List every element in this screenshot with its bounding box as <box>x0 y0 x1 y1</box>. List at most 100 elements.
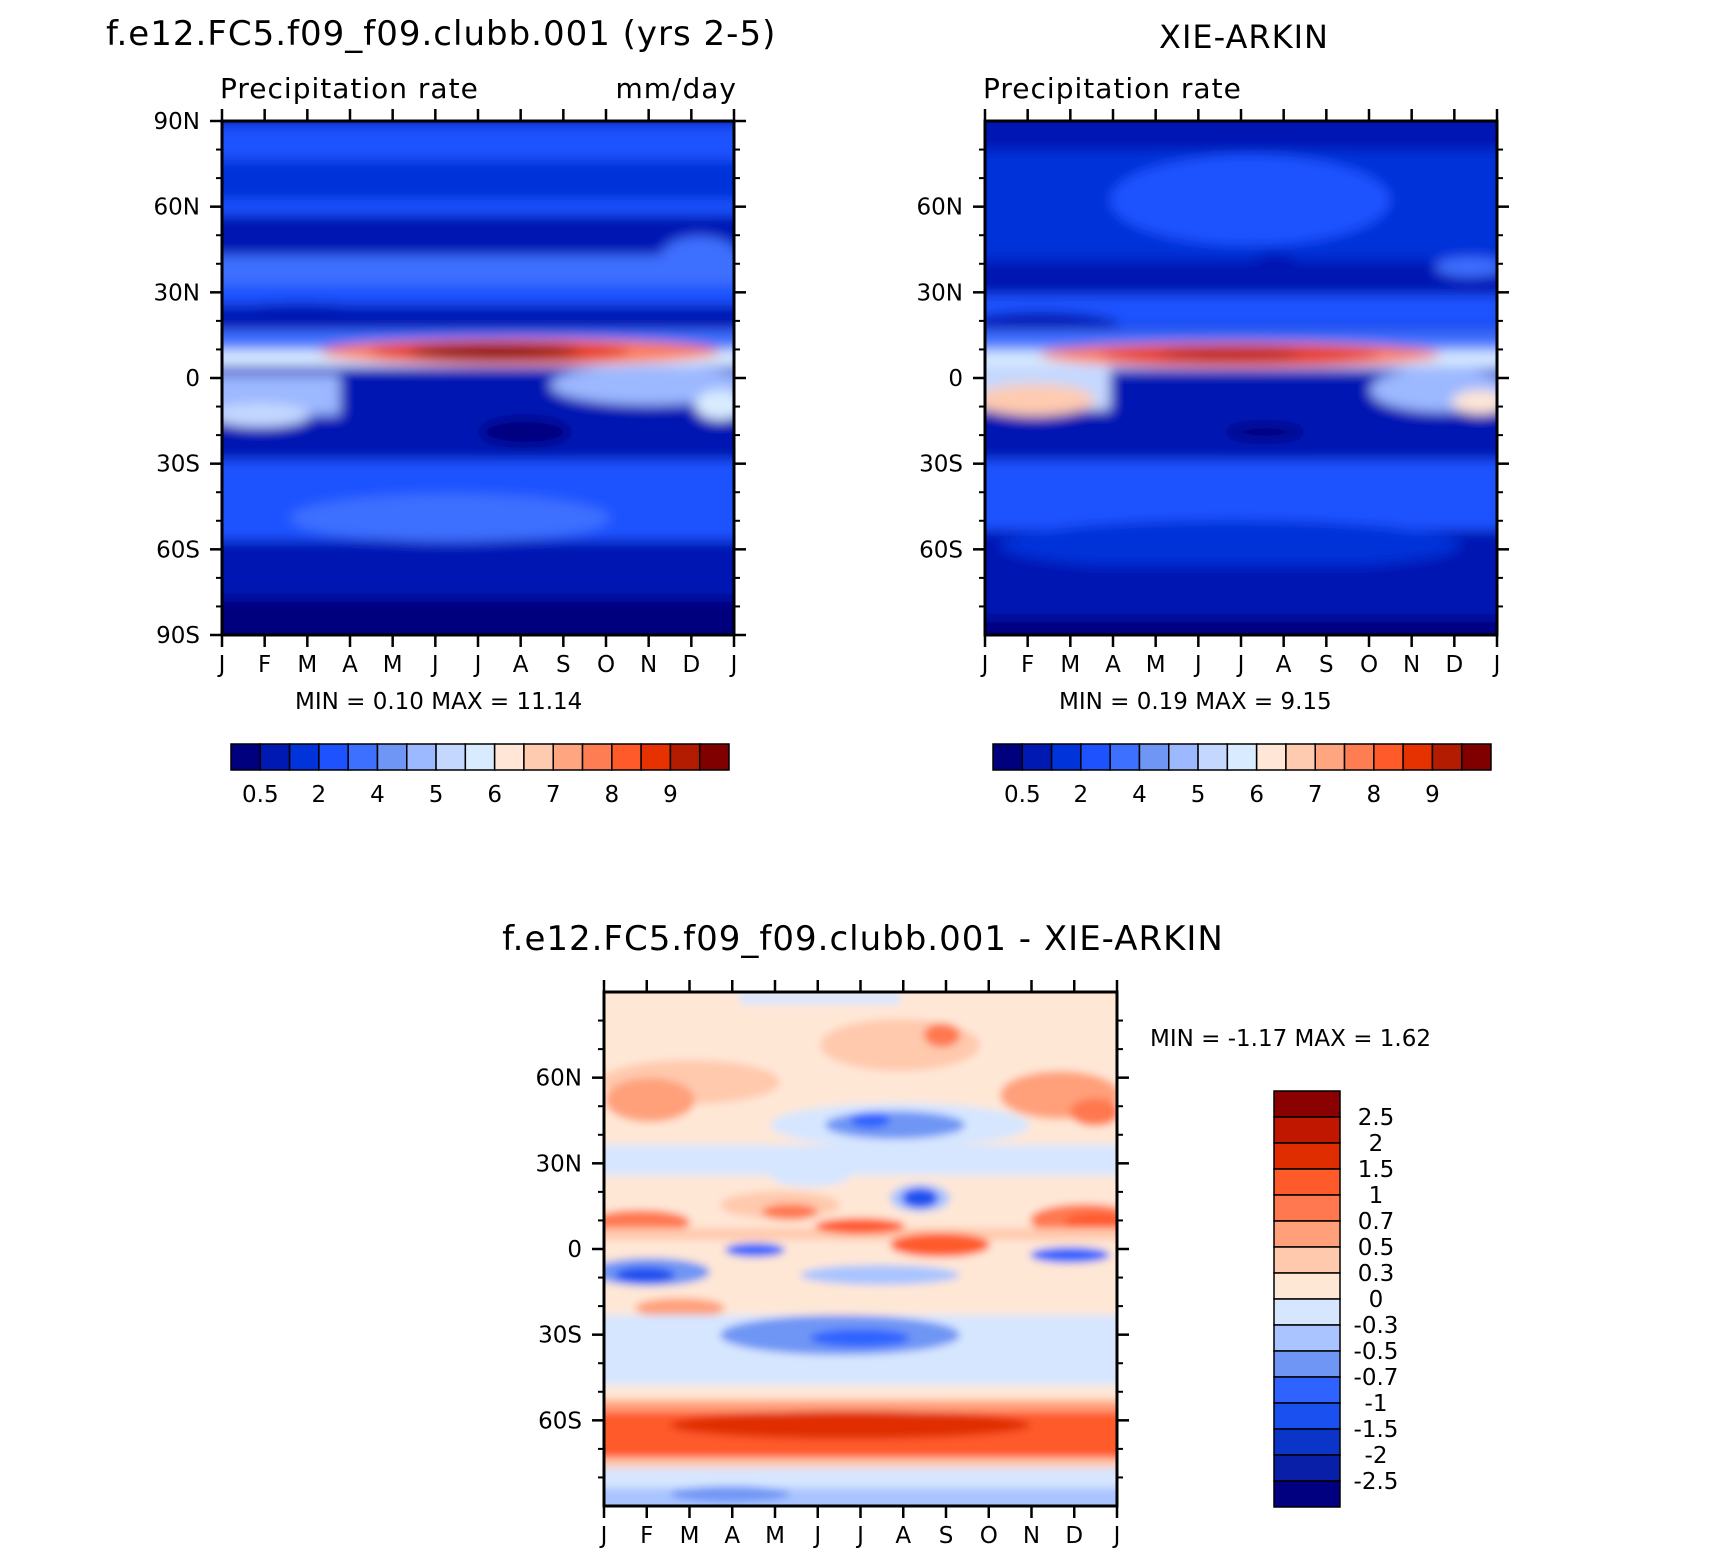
x-tick-label: O <box>1360 652 1378 678</box>
y-tick-label: 60S <box>156 537 200 563</box>
y-tick-label: 30N <box>154 280 200 306</box>
x-tick-label: M <box>297 652 317 678</box>
y-tick-label: 30S <box>538 1323 582 1349</box>
colorbar-swatch <box>1109 743 1141 771</box>
y-tick-label: 30S <box>156 452 200 478</box>
x-tick-label: J <box>812 1523 821 1549</box>
x-tick-label: M <box>383 652 403 678</box>
colorbar-swatch <box>318 743 349 771</box>
x-tick-label: M <box>1060 652 1080 678</box>
colorbar-label: -0.3 <box>1354 1313 1399 1339</box>
colorbar-swatch <box>1273 1402 1341 1430</box>
x-tick-label: J <box>1112 1523 1121 1549</box>
colorbar-label: 9 <box>1425 782 1440 808</box>
colorbar-label: 8 <box>605 782 620 808</box>
panel-diff-title: f.e12.FC5.f09_f09.clubb.001 - XIE-ARKIN <box>502 919 1224 959</box>
x-tick-label: A <box>513 652 529 678</box>
x-tick-label: J <box>1236 652 1245 678</box>
x-tick-label: A <box>724 1523 740 1549</box>
colorbar-swatch <box>1273 1090 1341 1118</box>
colorbar-label: 0.5 <box>242 782 279 808</box>
panel-model-variable-label: Precipitation rate <box>220 72 479 105</box>
colorbar-swatch <box>1273 1350 1341 1378</box>
colorbar-swatch <box>288 743 320 771</box>
x-tick-label: J <box>430 652 439 678</box>
colorbar-swatch <box>669 743 701 771</box>
panel-obs-field <box>985 121 1497 635</box>
colorbar-label: 2 <box>1074 782 1089 808</box>
panel-model-min-max: MIN = 0.10 MAX = 11.14 <box>295 689 582 715</box>
y-tick-label: 0 <box>567 1237 582 1263</box>
colorbar-swatch <box>406 743 437 771</box>
x-tick-label: F <box>1021 652 1034 678</box>
colorbar-label: 1.5 <box>1358 1157 1395 1183</box>
colorbar-swatch <box>464 743 496 771</box>
colorbar-label: 5 <box>1191 782 1206 808</box>
y-tick-label: 60N <box>154 195 200 221</box>
colorbar-label: 7 <box>1308 782 1323 808</box>
colorbar-label: 2 <box>1369 1131 1384 1157</box>
colorbar-label: 5 <box>429 782 444 808</box>
x-tick-label: J <box>729 652 738 678</box>
colorbar-swatch <box>611 743 642 771</box>
x-tick-label: A <box>342 652 358 678</box>
x-tick-label: N <box>640 652 657 678</box>
colorbar-swatch <box>1402 743 1434 771</box>
x-tick-label: D <box>682 652 700 678</box>
colorbar-label: -0.7 <box>1354 1365 1399 1391</box>
colorbar-label: 8 <box>1367 782 1382 808</box>
colorbar-swatch <box>1226 743 1258 771</box>
x-tick-label: M <box>765 1523 785 1549</box>
colorbar-label: 2.5 <box>1358 1105 1395 1131</box>
colorbar-label: -1.5 <box>1354 1417 1399 1443</box>
colorbar-swatch <box>1273 1116 1341 1144</box>
colorbar-swatch <box>698 743 730 771</box>
panel-model-field <box>222 121 734 635</box>
colorbar-label: 0.5 <box>1004 782 1041 808</box>
panel-model: f.e12.FC5.f09_f09.clubb.001 (yrs 2-5) Pr… <box>106 14 775 808</box>
colorbar-swatch <box>1343 743 1375 771</box>
colorbar-swatch <box>1273 1480 1341 1508</box>
x-tick-label: M <box>1146 652 1166 678</box>
panel-diff: f.e12.FC5.f09_f09.clubb.001 - XIE-ARKIN <box>502 919 1431 1549</box>
colorbar-swatch <box>435 743 467 771</box>
colorbar-swatch <box>523 743 554 771</box>
panel-obs-colorbar: 0.5 2 4 5 6 7 8 9 <box>992 743 1492 808</box>
colorbar-swatch <box>1273 1454 1341 1482</box>
colorbar-label: 1 <box>1369 1183 1384 1209</box>
colorbar-swatch <box>640 743 672 771</box>
colorbar-swatch <box>1273 1272 1341 1300</box>
panel-obs-variable-label: Precipitation rate <box>983 72 1242 105</box>
colorbar-swatch <box>1273 1428 1341 1456</box>
y-tick-label: 60N <box>536 1066 582 1092</box>
x-tick-label: A <box>1276 652 1292 678</box>
x-tick-label: O <box>597 652 615 678</box>
colorbar-swatch <box>1138 743 1170 771</box>
colorbar-swatch <box>1021 743 1053 771</box>
y-tick-label: 60S <box>538 1408 582 1434</box>
panel-diff-min-max: MIN = -1.17 MAX = 1.62 <box>1150 1026 1431 1052</box>
panel-diff-field <box>604 992 1117 1506</box>
colorbar-label: -2.5 <box>1354 1469 1399 1495</box>
colorbar-swatch <box>376 743 408 771</box>
colorbar-swatch <box>1373 743 1404 771</box>
y-tick-label: 90S <box>156 623 200 649</box>
colorbar-swatch <box>1285 743 1316 771</box>
x-tick-label: J <box>473 652 482 678</box>
x-tick-label: O <box>980 1523 998 1549</box>
x-tick-label: J <box>980 652 989 678</box>
colorbar-label: 0 <box>1369 1287 1384 1313</box>
x-tick-label: J <box>599 1523 608 1549</box>
colorbar-swatch <box>1273 1194 1341 1222</box>
colorbar-label: 0.3 <box>1358 1261 1395 1287</box>
panel-model-colorbar: 0.5 2 4 5 6 7 8 9 <box>230 743 730 808</box>
y-tick-label: 0 <box>185 366 200 392</box>
y-tick-label: 30N <box>536 1151 582 1177</box>
colorbar-swatch <box>230 743 262 771</box>
colorbar-swatch <box>1050 743 1082 771</box>
colorbar-label: 0.5 <box>1358 1235 1395 1261</box>
